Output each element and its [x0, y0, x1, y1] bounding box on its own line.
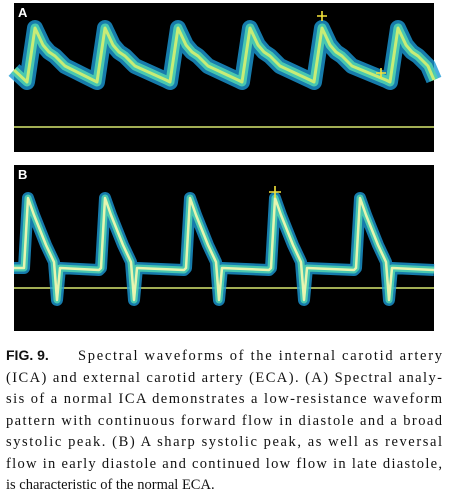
caption-line: Spectral waveforms of the internal carot…	[78, 348, 443, 364]
panel-label: B	[18, 167, 27, 182]
caption-line: systolic peak. (B) A sharp systolic peak…	[6, 434, 442, 450]
marker	[376, 68, 386, 78]
caption-line: sis of a normal ICA demonstrates a low-r…	[6, 391, 443, 407]
markers	[269, 11, 386, 198]
caption-line: pattern with continuous forward flow in …	[6, 413, 443, 429]
figure-label: FIG. 9.	[6, 347, 49, 363]
marker	[317, 11, 327, 21]
waveform-trace	[14, 196, 435, 302]
waveform-trace	[12, 26, 436, 84]
caption-line: is characteristic of the normal ECA.	[6, 477, 215, 493]
waveforms	[8, 20, 442, 306]
caption-line: flow in early diastole and continued low…	[6, 456, 442, 472]
panel-label: A	[18, 5, 28, 20]
caption-line: (ICA) and external carotid artery (ECA).…	[6, 370, 442, 386]
marker	[269, 186, 281, 198]
panel-b-background	[14, 165, 434, 331]
